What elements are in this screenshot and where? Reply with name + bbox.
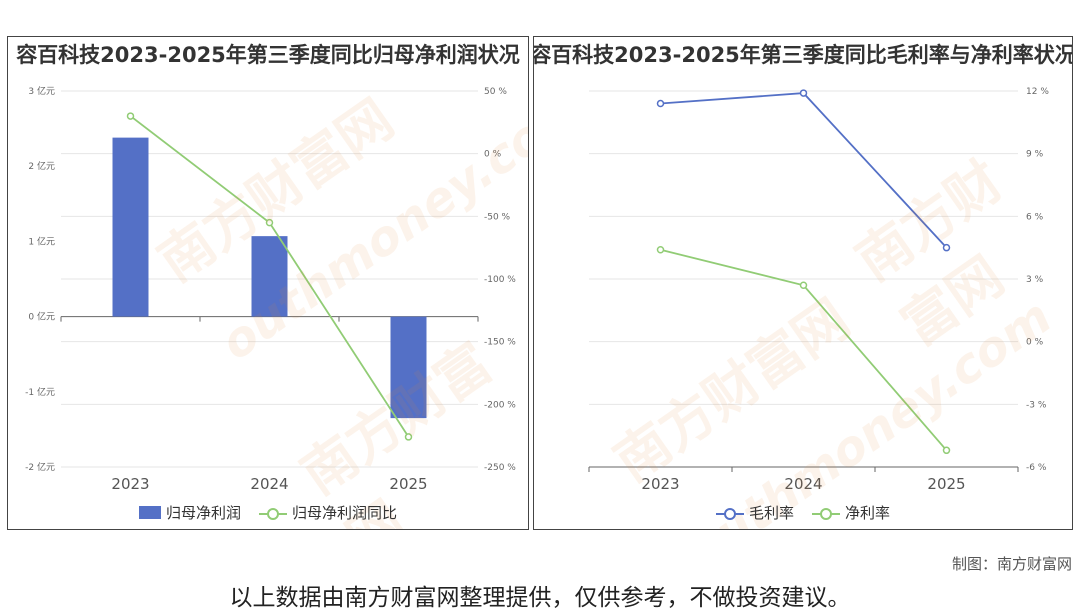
point-series-0: [656, 99, 665, 108]
point-yoy: [265, 218, 274, 227]
y-tick-label-right: 3 %: [1026, 275, 1044, 285]
disclaimer-text: 以上数据由南方财富网整理提供，仅供参考，不做投资建议。: [229, 585, 851, 611]
x-tick-label: 2024: [784, 475, 822, 493]
y-tick-label-right: 0 %: [484, 150, 502, 160]
y-tick-label-right: -100 %: [484, 275, 516, 285]
point-yoy: [404, 433, 413, 441]
point-series-1: [942, 446, 951, 455]
y-tick-label-right: 9 %: [1026, 150, 1044, 160]
bar: [112, 137, 149, 317]
y-tick-label-right: -150 %: [484, 338, 516, 348]
right-legend: 毛利率 净利率: [534, 502, 1072, 523]
y-tick-label-right: -250 %: [484, 463, 516, 473]
y-tick-label-left: 1 亿元: [28, 235, 55, 247]
left-chart-panel: 容百科技2023-2025年第三季度同比归母净利润状况 南方财富网 outhmo…: [7, 36, 529, 530]
legend-swatch-line: [259, 506, 287, 520]
legend-swatch-bar: [138, 506, 161, 519]
right-chart-svg: 12 % 9 % 6 % 3 % 0 % -3 % -6 % 2023 2024 2025: [588, 87, 1049, 493]
right-chart-panel: 容百科技2023-2025年第三季度同比毛利率与净利率状况 南方财富网 南方财富…: [533, 36, 1073, 530]
point-series-1: [799, 281, 808, 290]
left-chart-svg: 3 亿元 2 亿元 1 亿元 0 亿元 -1 亿元 -2 亿元 50 % 0 % -50 % -1…: [25, 85, 516, 493]
y-tick-label-right: 50 %: [484, 87, 507, 97]
y-tick-label-left: 0 亿元: [28, 311, 55, 323]
y-tick-label-left: -2 亿元: [25, 461, 55, 473]
legend-item-gross-margin[interactable]: 毛利率: [715, 502, 794, 523]
x-tick-label: 2025: [927, 475, 965, 493]
point-series-0: [799, 89, 808, 97]
x-tick-label: 2025: [389, 475, 427, 493]
point-series-0: [942, 243, 951, 252]
point-series-1: [656, 246, 665, 254]
legend-item-net-profit[interactable]: 归母净利润: [138, 502, 241, 523]
bar: [390, 316, 427, 419]
y-tick-label-right: -3 %: [1026, 400, 1047, 410]
y-tick-label-right: -6 %: [1026, 463, 1047, 473]
legend-label: 净利率: [845, 504, 891, 522]
legend-label: 归母净利润: [165, 504, 241, 522]
x-tick-label: 2023: [641, 475, 679, 493]
x-tick-label: 2024: [250, 475, 288, 493]
right-chart-title: 容百科技2023-2025年第三季度同比毛利率与净利率状况: [533, 43, 1073, 67]
y-tick-label-left: 3 亿元: [28, 85, 55, 97]
legend-label: 归母净利润同比: [292, 504, 398, 522]
y-tick-label-left: -1 亿元: [25, 386, 55, 398]
left-chart-title: 容百科技2023-2025年第三季度同比归母净利润状况: [16, 43, 520, 67]
point-yoy: [126, 112, 135, 120]
legend-item-net-profit-yoy[interactable]: 归母净利润同比: [259, 502, 397, 523]
y-tick-label-right: 12 %: [1026, 87, 1049, 97]
legend-item-net-margin[interactable]: 净利率: [812, 502, 890, 523]
left-legend: 归母净利润 归母净利润同比: [8, 502, 528, 523]
legend-swatch-line: [812, 506, 840, 520]
legend-label: 毛利率: [748, 504, 794, 522]
series-line-1: [660, 248, 948, 451]
chart-credit: 制图：南方财富网: [951, 555, 1072, 573]
bar: [251, 236, 288, 317]
y-tick-label-left: 2 亿元: [28, 160, 55, 172]
y-tick-label-right: 0 %: [1026, 338, 1044, 348]
x-tick-label: 2023: [111, 475, 149, 493]
y-tick-label-right: -200 %: [484, 400, 516, 410]
y-tick-label-right: 6 %: [1026, 212, 1044, 222]
legend-swatch-line: [715, 506, 744, 520]
y-tick-label-right: -50 %: [484, 212, 511, 222]
series-line-0: [660, 92, 948, 249]
